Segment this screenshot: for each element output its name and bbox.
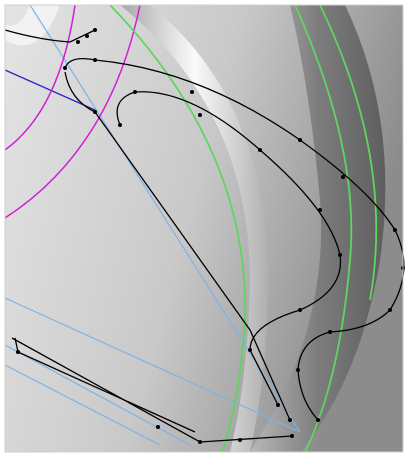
green-curves	[109, 4, 378, 453]
magenta-curves	[4, 4, 141, 219]
inner-highlight	[5, 5, 60, 46]
axis-line	[4, 69, 96, 111]
outer-shell	[250, 5, 386, 452]
rim-highlight	[120, 5, 268, 452]
viewport-border	[4, 4, 404, 453]
control-points	[16, 28, 405, 444]
